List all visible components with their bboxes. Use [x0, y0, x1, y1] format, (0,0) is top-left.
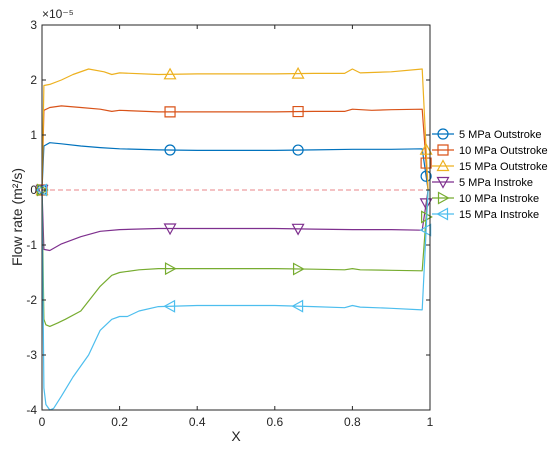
- data-marker-15-mpa-instroke-2: [291, 299, 304, 313]
- y-tick-label: 0: [30, 183, 37, 197]
- legend-label-10-mpa-instroke: 10 MPa Instroke: [459, 193, 539, 205]
- legend-label-15-mpa-instroke: 15 MPa Instroke: [459, 209, 539, 221]
- y-tick-label: -4: [26, 403, 37, 417]
- y-exponent-label: ×10⁻⁵: [42, 7, 74, 21]
- legend-marker-5-mpa-outstroke: [437, 128, 449, 140]
- axes-box: [41, 24, 431, 411]
- x-tick-label: 0.2: [111, 415, 128, 429]
- data-marker-15-mpa-outstroke-2: [291, 66, 305, 79]
- data-marker-5-mpa-instroke-1: [163, 223, 177, 236]
- y-tick-label: -1: [26, 238, 37, 252]
- data-marker-15-mpa-instroke-3: [419, 223, 432, 237]
- legend-label-10-mpa-outstroke: 10 MPa Outstroke: [459, 145, 548, 157]
- x-tick-label: 0.6: [266, 415, 283, 429]
- legend-marker-10-mpa-outstroke: [437, 144, 449, 156]
- y-axis-title: Flow rate (m²/s): [9, 168, 25, 266]
- y-tick-label: -3: [26, 348, 37, 362]
- data-marker-5-mpa-instroke-3: [419, 198, 433, 211]
- series-line-10-mpa-outstroke: [41, 105, 429, 191]
- data-marker-15-mpa-instroke-1: [163, 299, 176, 313]
- legend-marker-15-mpa-instroke: [436, 207, 449, 221]
- legend: 5 MPa Outstroke 10 MPa Outstroke 15 MPa Ou…: [432, 128, 548, 221]
- series-line-5-mpa-instroke: [41, 189, 429, 252]
- data-marker-10-mpa-outstroke-2: [292, 105, 304, 118]
- data-marker-5-mpa-outstroke-3: [420, 170, 432, 182]
- series-line-5-mpa-outstroke: [41, 142, 429, 191]
- y-tick-label: -2: [26, 293, 37, 307]
- series-line-15-mpa-instroke: [41, 189, 429, 411]
- legend-marker-15-mpa-outstroke: [436, 159, 450, 172]
- data-marker-5-mpa-outstroke-1: [164, 144, 176, 156]
- data-marker-10-mpa-outstroke-1: [164, 106, 176, 118]
- y-tick-label: 2: [30, 73, 37, 87]
- legend-label-5-mpa-outstroke: 5 MPa Outstroke: [459, 129, 542, 141]
- legend-marker-5-mpa-instroke: [436, 176, 450, 189]
- x-tick-label: 0.4: [189, 415, 206, 429]
- legend-label-5-mpa-instroke: 5 MPa Instroke: [459, 177, 533, 189]
- legend-label-15-mpa-outstroke: 15 MPa Outstroke: [459, 161, 548, 173]
- x-axis-title: X: [231, 428, 241, 444]
- data-marker-5-mpa-outstroke-2: [292, 144, 304, 156]
- data-marker-10-mpa-instroke-2: [292, 262, 305, 276]
- x-tick-label: 1: [427, 415, 434, 429]
- y-tick-label: 3: [30, 18, 37, 32]
- x-tick-label: 0.8: [344, 415, 361, 429]
- data-marker-15-mpa-outstroke-1: [163, 67, 177, 80]
- data-marker-10-mpa-instroke-1: [164, 262, 177, 276]
- series-line-15-mpa-outstroke: [41, 68, 429, 191]
- plot-area: [35, 66, 433, 411]
- data-marker-15-mpa-outstroke-3: [419, 142, 433, 155]
- x-tick-label: 0: [39, 415, 46, 429]
- y-tick-label: 1: [30, 128, 37, 142]
- data-marker-5-mpa-instroke-2: [291, 223, 305, 236]
- data-marker-10-mpa-outstroke-3: [420, 157, 432, 169]
- axis-ticks: 0 0.2 0.4 0.6 0.8 1 -4 -3 -2 -1 0 1 2 3: [26, 18, 433, 429]
- legend-marker-10-mpa-instroke: [437, 191, 450, 205]
- series-line-10-mpa-instroke: [41, 189, 429, 327]
